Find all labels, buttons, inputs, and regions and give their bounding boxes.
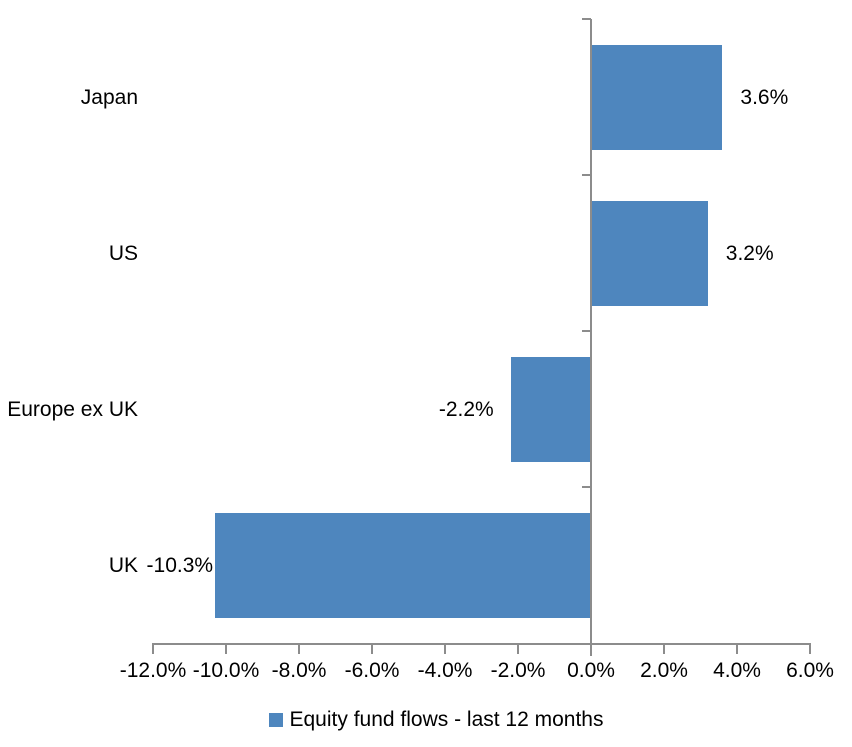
bar-japan [591,44,723,150]
category-axis-tick [582,486,591,488]
legend: Equity fund flows - last 12 months [0,709,852,730]
value-axis-tick [225,645,227,654]
data-label-europe-ex-uk: -2.2% [438,397,494,421]
data-label-us: 3.2% [725,241,774,265]
category-label-japan: Japan [80,85,138,109]
value-axis-tick-label: 2.0% [640,659,688,682]
data-label-japan: 3.6% [740,85,789,109]
data-label-uk: -10.3% [146,553,214,577]
value-axis-tick [590,645,592,654]
bar-us [591,200,708,306]
value-axis-tick [152,645,154,654]
category-axis-tick [582,18,591,20]
value-axis-tick [371,645,373,654]
value-axis-tick [663,645,665,654]
legend-label: Equity fund flows - last 12 months [289,708,604,731]
category-axis-line [590,19,592,656]
value-axis-tick-label: -10.0% [192,659,260,682]
value-axis-tick [517,645,519,654]
value-axis-tick-label: -8.0% [271,659,327,682]
bar-europe-ex-uk [510,356,591,462]
bar-uk [215,512,591,618]
value-axis-tick [444,645,446,654]
value-axis-line [152,643,811,645]
value-axis-tick-label: -2.0% [490,659,546,682]
value-axis-tick-label: -12.0% [119,659,187,682]
category-label-europe-ex-uk: Europe ex UK [7,397,138,421]
category-axis-tick [582,174,591,176]
value-axis-tick-label: 0.0% [567,659,615,682]
value-axis-tick [736,645,738,654]
category-label-us: US [108,241,138,265]
value-axis-tick [298,645,300,654]
category-label-uk: UK [108,553,138,577]
value-axis-tick-label: -4.0% [417,659,473,682]
value-axis-tick-label: 4.0% [713,659,761,682]
value-axis-tick-label: -6.0% [344,659,400,682]
value-axis-tick [809,645,811,654]
legend-marker-icon [268,712,283,727]
category-axis-tick [582,330,591,332]
value-axis-tick-label: 6.0% [786,659,834,682]
